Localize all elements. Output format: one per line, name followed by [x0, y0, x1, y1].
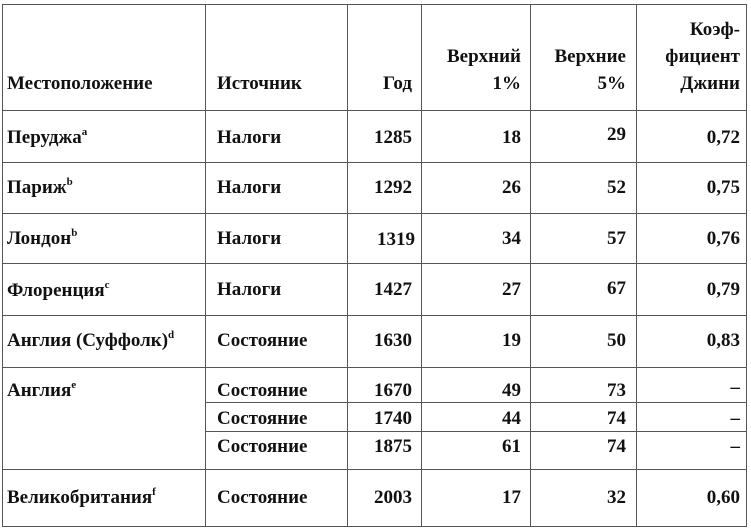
cell-top5: 50: [607, 330, 626, 351]
cell-year: 1292: [374, 177, 412, 198]
cell-gini: 0,79: [706, 279, 740, 300]
cell-gini: –: [730, 436, 741, 457]
cell-source: Налоги: [217, 228, 282, 249]
cell-location: Парижb: [7, 176, 73, 199]
cell-source: Состояние: [217, 330, 308, 351]
cell-location: Перуджаa: [7, 126, 88, 149]
cell-location: Англияe: [7, 379, 77, 402]
header-gini-line2: фициент: [665, 46, 740, 67]
cell-top1: 19: [502, 330, 521, 351]
cell-top5: 74: [607, 436, 626, 457]
column-divider: [347, 5, 348, 526]
cell-gini: 0,60: [706, 487, 740, 508]
cell-top1: 27: [502, 279, 521, 300]
cell-gini: 0,72: [706, 127, 740, 148]
inequality-table: Местоположение Источник Год Верхний 1% В…: [2, 4, 747, 527]
row-divider: [3, 213, 746, 214]
cell-location: Лондонb: [7, 227, 78, 250]
cell-year: 1630: [374, 330, 412, 351]
cell-location: Великобританияf: [7, 486, 156, 509]
cell-gini: 0,75: [706, 177, 740, 198]
header-year: Год: [383, 73, 412, 94]
header-gini-line3: Джини: [680, 73, 740, 94]
header-top1-line2: 1%: [492, 73, 522, 94]
row-divider: [3, 367, 746, 368]
cell-top5: 32: [607, 487, 626, 508]
row-divider: [3, 263, 746, 264]
column-divider: [421, 5, 422, 526]
cell-source: Налоги: [217, 177, 282, 198]
column-divider: [530, 5, 531, 526]
cell-year: 1670: [374, 380, 412, 401]
row-divider: [205, 402, 746, 403]
cell-top1: 34: [502, 228, 521, 249]
cell-year: 1427: [374, 279, 412, 300]
cell-top5: 73: [607, 380, 626, 401]
header-top1-line1: Верхний: [446, 46, 521, 67]
cell-location: Флоренцияc: [7, 279, 110, 302]
cell-top5: 29: [607, 124, 626, 145]
cell-top5: 74: [607, 408, 626, 429]
cell-top5: 52: [607, 177, 626, 198]
cell-top1: 17: [502, 487, 521, 508]
header-gini-line1: Коэф-: [689, 19, 740, 40]
cell-gini: 0,76: [706, 228, 740, 249]
row-divider: [3, 315, 746, 316]
cell-source: Состояние: [217, 408, 308, 429]
cell-location: Англия (Суффолк)d: [7, 329, 175, 352]
cell-source: Состояние: [217, 380, 308, 401]
cell-year: 2003: [374, 487, 412, 508]
cell-gini: –: [730, 408, 741, 429]
column-divider: [636, 5, 637, 526]
header-top5-line2: 5%: [597, 73, 627, 94]
cell-source: Налоги: [217, 127, 282, 148]
row-divider: [3, 469, 746, 470]
cell-year: 1875: [374, 436, 412, 457]
cell-source: Состояние: [217, 487, 308, 508]
cell-gini: 0,83: [706, 330, 740, 351]
cell-top1: 26: [502, 177, 521, 198]
column-divider: [205, 5, 206, 526]
cell-top1: 44: [502, 408, 521, 429]
cell-top5: 67: [607, 278, 626, 299]
cell-source: Налоги: [217, 279, 282, 300]
row-divider: [205, 431, 746, 432]
cell-year: 1285: [374, 127, 412, 148]
cell-top1: 18: [502, 127, 521, 148]
cell-top1: 49: [502, 380, 521, 401]
row-divider: [3, 110, 746, 111]
cell-top5: 57: [607, 228, 626, 249]
cell-source: Состояние: [217, 436, 308, 457]
cell-gini: –: [730, 377, 741, 398]
header-source: Источник: [217, 73, 302, 94]
cell-year: 1319: [377, 229, 415, 250]
cell-year: 1740: [374, 408, 412, 429]
header-top5-line1: Верхние: [554, 46, 626, 67]
row-divider: [3, 162, 746, 163]
header-location: Местоположение: [7, 73, 153, 94]
cell-top1: 61: [502, 436, 521, 457]
